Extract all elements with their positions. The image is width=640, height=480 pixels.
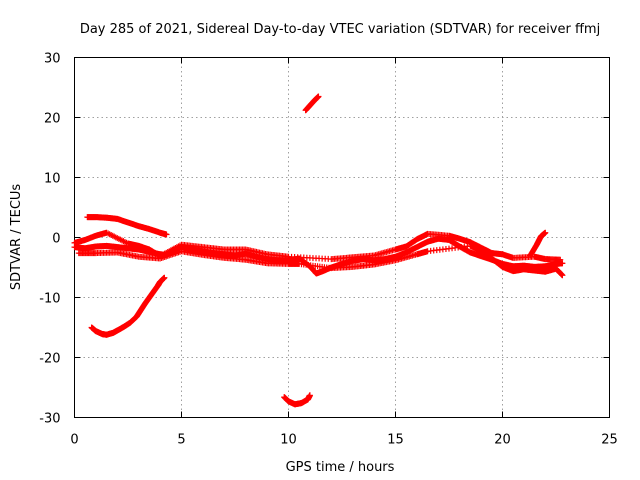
data-point [559, 272, 566, 279]
data-point [161, 274, 168, 281]
x-tick-label: 15 [387, 433, 404, 448]
y-tick-label: -30 [39, 412, 60, 427]
y-tick-label: 30 [44, 52, 61, 67]
grid [74, 57, 610, 418]
x-tick-label: 5 [177, 433, 185, 448]
x-tick-label: 20 [494, 433, 511, 448]
y-tick-label: 10 [44, 172, 61, 187]
data-point [163, 231, 170, 238]
chart-title: Day 285 of 2021, Sidereal Day-to-day VTE… [80, 22, 600, 37]
x-tick-label: 25 [601, 433, 618, 448]
y-tick-label: -10 [39, 292, 60, 307]
x-axis-label: GPS time / hours [286, 460, 395, 475]
data-point [315, 93, 322, 100]
y-tick-label: -20 [39, 352, 60, 367]
x-tick-label: 0 [70, 433, 78, 448]
y-tick-labels: -30 -20 -10 0 10 20 30 [39, 52, 60, 427]
y-tick-label: 0 [52, 232, 60, 247]
data-point [306, 392, 313, 399]
x-tick-label: 10 [280, 433, 297, 448]
data-point [557, 256, 564, 263]
data-marks [71, 93, 566, 408]
data-point [559, 260, 566, 267]
y-tick-label: 20 [44, 112, 61, 127]
y-axis-label: SDTVAR / TECUs [9, 184, 24, 291]
data-point [542, 229, 549, 236]
x-tick-labels: 0 5 10 15 20 25 [70, 433, 617, 448]
axis-ticks [74, 57, 610, 418]
